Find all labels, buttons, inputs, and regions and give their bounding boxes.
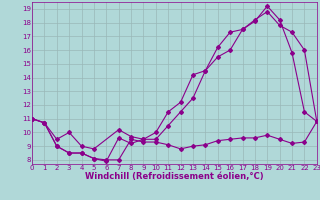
X-axis label: Windchill (Refroidissement éolien,°C): Windchill (Refroidissement éolien,°C)	[85, 172, 264, 181]
